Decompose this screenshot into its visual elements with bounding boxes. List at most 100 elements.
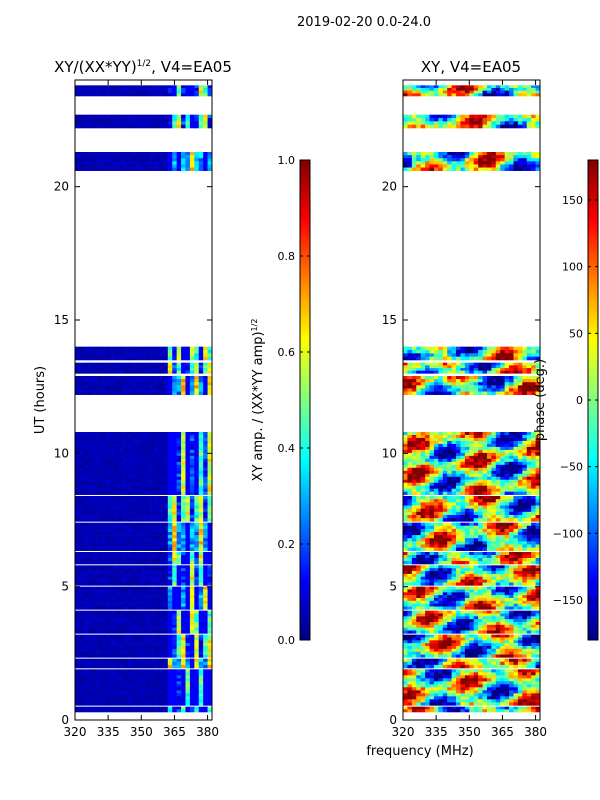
amp-heatmap-cell <box>101 672 107 676</box>
amp-heatmap-cell <box>105 458 111 463</box>
amp-heatmap-cell <box>136 603 142 607</box>
amp-heatmap-cell <box>141 440 147 445</box>
amp-heatmap-cell <box>101 114 107 119</box>
amp-heatmap-cell <box>207 547 212 551</box>
amp-heatmap-cell <box>79 476 85 481</box>
amp-heatmap-cell <box>167 576 173 580</box>
ph-heatmap-cell <box>478 598 483 602</box>
amp-heatmap-cell <box>92 672 98 676</box>
ph-heatmap-cell <box>509 706 514 710</box>
ph-heatmap-cell <box>429 678 435 682</box>
amp-heatmap-cell <box>101 561 107 565</box>
amp-heatmap-cell <box>105 702 111 706</box>
amp-heatmap-cell <box>203 573 208 578</box>
ph-heatmap-cell <box>456 606 461 610</box>
amp-heatmap-cell <box>167 476 173 481</box>
amp-heatmap-cell <box>119 391 124 395</box>
amp-heatmap-cell <box>150 658 155 663</box>
amp-heatmap-cell <box>128 356 133 361</box>
amp-heatmap-cell <box>181 440 186 445</box>
amp-heatmap-cell <box>114 511 120 516</box>
ph-heatmap-cell <box>500 696 505 700</box>
ph-heatmap-cell <box>429 624 435 628</box>
amp-heatmap-cell <box>75 579 80 583</box>
amp-heatmap-cell <box>207 370 212 374</box>
amp-heatmap-cell <box>88 525 93 530</box>
amp-heatmap-cell <box>105 684 111 688</box>
amp-heatmap-cell <box>150 702 155 706</box>
amp-heatmap-cell <box>88 379 93 383</box>
ph-heatmap-cell <box>442 627 448 631</box>
amp-heatmap-cell <box>114 85 120 89</box>
ph-heatmap-cell <box>403 648 408 652</box>
ph-heatmap-cell <box>491 693 497 697</box>
ph-heatmap-cell <box>486 709 492 713</box>
amp-heatmap-cell <box>207 124 212 129</box>
amp-heatmap-cell <box>79 356 85 361</box>
amp-heatmap-cell <box>198 672 204 676</box>
amp-heatmap-cell <box>181 535 186 539</box>
amp-heatmap-cell <box>97 627 102 631</box>
amp-heatmap-cell <box>132 622 138 626</box>
amp-heatmap-cell <box>163 579 169 583</box>
ph-heatmap-cell <box>420 627 426 631</box>
ph-heatmap-cell <box>478 616 483 620</box>
amp-heatmap-cell <box>194 684 200 688</box>
amp-heatmap-cell <box>75 622 80 626</box>
amp-heatmap-cell <box>110 544 116 548</box>
amp-heatmap-cell <box>185 675 191 679</box>
ph-heatmap-cell <box>509 654 514 658</box>
amp-heatmap-cell <box>141 648 147 652</box>
amp-heatmap-cell <box>163 678 169 682</box>
amp-heatmap-cell <box>75 555 80 559</box>
amp-heatmap-cell <box>141 434 147 439</box>
amp-heatmap-cell <box>110 446 116 451</box>
amp-heatmap-cell <box>154 382 160 386</box>
ph-heatmap-cell <box>433 627 439 631</box>
ph-heatmap-cell <box>526 640 532 644</box>
amp-heatmap-cell <box>185 114 191 119</box>
amp-heatmap-cell <box>181 85 186 89</box>
amp-heatmap-cell <box>158 152 164 156</box>
amp-heatmap-cell <box>154 702 160 706</box>
amp-heatmap-cell <box>128 681 133 685</box>
amp-heatmap-cell <box>154 515 160 519</box>
amp-heatmap-cell <box>132 672 138 676</box>
amp-heatmap-cell <box>176 473 182 478</box>
amp-heatmap-cell <box>176 547 182 551</box>
amp-heatmap-cell <box>101 391 107 395</box>
amp-heatmap-cell <box>83 365 89 369</box>
amp-heatmap-cell <box>150 532 155 536</box>
amp-heatmap-cell <box>185 699 191 703</box>
amp-heatmap-cell <box>75 669 80 673</box>
amp-heatmap-cell <box>101 630 107 634</box>
amp-heatmap-cell <box>176 121 182 125</box>
amp-heatmap-cell <box>105 491 111 495</box>
ph-heatmap-cell <box>456 658 461 663</box>
amp-heatmap-cell <box>207 485 212 489</box>
amp-heatmap-cell <box>83 152 89 156</box>
amp-heatmap-cell <box>92 600 98 604</box>
amp-heatmap-cell <box>114 461 120 466</box>
amp-heatmap-cell <box>105 356 111 361</box>
amp-heatmap-cell <box>198 634 204 638</box>
amp-heatmap-cell <box>110 505 116 509</box>
amp-heatmap-cell <box>154 496 160 500</box>
amp-heatmap-cell <box>141 449 147 454</box>
amp-heatmap-cell <box>79 482 85 487</box>
amp-heatmap-cell <box>97 443 102 448</box>
amp-heatmap-cell <box>119 558 124 562</box>
amp-heatmap-cell <box>79 467 85 472</box>
amp-heatmap-cell <box>88 476 93 481</box>
amp-heatmap-cell <box>158 476 164 481</box>
amp-heatmap-cell <box>123 434 129 439</box>
ph-heatmap-cell <box>473 696 479 700</box>
amp-heatmap-cell <box>105 669 111 673</box>
amp-heatmap-cell <box>114 440 120 445</box>
amp-heatmap-cell <box>181 658 186 663</box>
amp-heatmap-cell <box>119 508 124 513</box>
ph-heatmap-cell <box>403 637 408 641</box>
amp-heatmap-cell <box>83 350 89 354</box>
ph-heatmap-cell <box>469 640 475 644</box>
amp-heatmap-cell <box>79 499 85 503</box>
